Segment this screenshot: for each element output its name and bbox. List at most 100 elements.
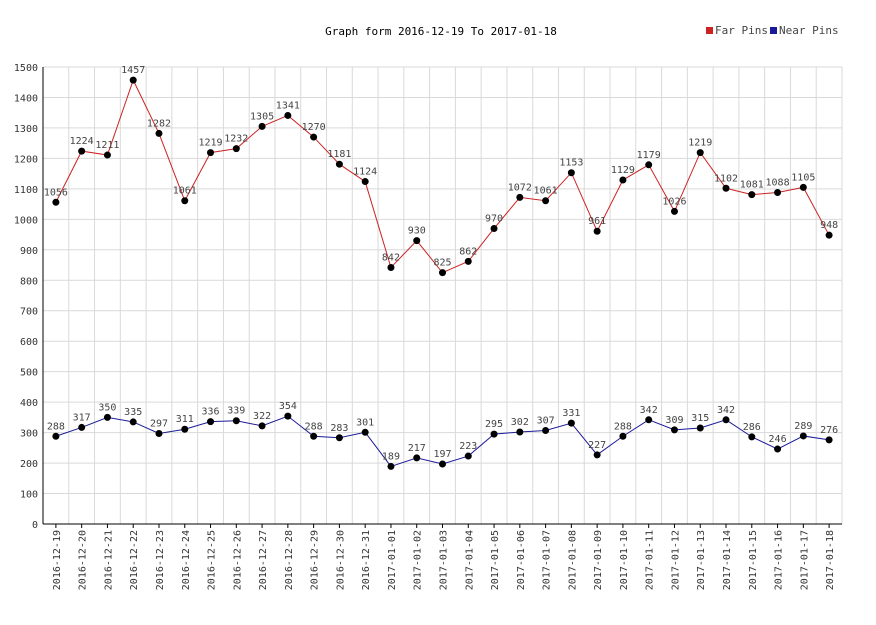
data-label: 311	[176, 414, 194, 425]
data-point	[619, 432, 627, 440]
data-point	[439, 460, 446, 468]
x-tick-label: 2017-01-08	[567, 530, 578, 590]
data-point	[670, 426, 678, 434]
data-label: 842	[382, 252, 400, 263]
data-label: 1026	[662, 196, 686, 207]
data-point	[748, 191, 756, 199]
x-tick-label: 2016-12-20	[78, 530, 89, 590]
data-label: 289	[794, 421, 812, 432]
data-point	[490, 430, 498, 438]
data-label: 1457	[121, 65, 145, 76]
data-point	[490, 224, 498, 232]
y-tick-label: 0	[32, 520, 38, 531]
data-point	[103, 413, 111, 421]
data-label: 331	[562, 408, 580, 419]
x-tick-label: 2017-01-10	[619, 530, 630, 590]
data-label: 336	[202, 407, 220, 418]
y-tick-label: 500	[20, 368, 38, 379]
data-point	[155, 430, 163, 438]
y-tick-label: 1200	[14, 154, 38, 165]
data-label: 223	[459, 441, 477, 452]
x-tick-label: 2017-01-04	[464, 530, 475, 590]
data-label: 825	[433, 258, 451, 269]
data-label: 1219	[688, 138, 712, 149]
data-label: 309	[665, 415, 683, 426]
y-tick-label: 100	[20, 490, 38, 501]
data-label: 342	[640, 405, 658, 416]
data-point	[258, 422, 266, 430]
x-tick-label: 2016-12-23	[155, 530, 166, 590]
data-label: 862	[459, 246, 477, 257]
x-tick-label: 2017-01-06	[516, 530, 527, 590]
data-point	[696, 424, 704, 432]
data-label: 1270	[302, 122, 326, 133]
data-label: 1211	[95, 140, 119, 151]
y-tick-label: 800	[20, 276, 38, 287]
data-label: 948	[820, 220, 838, 231]
x-tick-label: 2017-01-18	[825, 530, 836, 590]
data-point	[542, 197, 550, 205]
data-label: 302	[511, 417, 529, 428]
data-point	[722, 416, 730, 424]
data-point	[284, 412, 292, 420]
data-point	[593, 227, 601, 235]
data-point	[335, 160, 343, 168]
data-point	[52, 198, 60, 206]
data-point	[335, 434, 343, 442]
y-tick-label: 700	[20, 307, 38, 318]
data-label: 1341	[276, 100, 300, 111]
data-label: 1129	[611, 165, 635, 176]
legend-swatch	[706, 27, 713, 34]
data-label: 1072	[508, 182, 532, 193]
data-label: 1124	[353, 167, 377, 178]
y-tick-label: 900	[20, 246, 38, 257]
data-point	[129, 418, 137, 426]
y-tick-label: 1100	[14, 185, 38, 196]
data-point	[78, 147, 86, 155]
data-point	[78, 423, 86, 431]
data-point	[181, 425, 189, 433]
x-tick-label: 2016-12-22	[129, 530, 140, 590]
x-tick-label: 2017-01-11	[645, 530, 656, 590]
data-point	[103, 151, 111, 159]
data-point	[207, 149, 215, 157]
x-tick-label: 2017-01-14	[722, 530, 733, 590]
data-point	[155, 129, 163, 137]
data-point	[516, 193, 524, 201]
data-label: 1179	[637, 150, 661, 161]
data-point	[464, 452, 472, 460]
y-tick-label: 1300	[14, 124, 38, 135]
data-label: 297	[150, 419, 168, 430]
data-label: 1056	[44, 187, 68, 198]
x-tick-label: 2016-12-29	[310, 530, 321, 590]
data-label: 283	[330, 423, 348, 434]
x-tick-label: 2017-01-16	[774, 530, 785, 590]
data-point	[361, 178, 369, 186]
data-point	[439, 269, 446, 277]
data-label: 1105	[791, 172, 815, 183]
x-tick-label: 2017-01-02	[413, 530, 424, 590]
y-tick-label: 1500	[14, 63, 38, 74]
y-tick-label: 400	[20, 398, 38, 409]
chart-title: Graph form 2016-12-19 To 2017-01-18	[325, 25, 557, 38]
data-label: 197	[433, 449, 451, 460]
x-tick-label: 2016-12-19	[52, 530, 63, 590]
data-point	[799, 183, 807, 191]
data-label: 1224	[70, 136, 94, 147]
data-point	[387, 263, 395, 271]
legend-swatch	[770, 27, 777, 34]
data-point	[258, 122, 266, 130]
x-tick-label: 2017-01-13	[696, 530, 707, 590]
x-tick-label: 2017-01-17	[799, 530, 810, 590]
x-tick-label: 2017-01-07	[542, 530, 553, 590]
data-point	[387, 462, 395, 470]
data-point	[593, 451, 601, 459]
x-tick-label: 2016-12-24	[181, 530, 192, 590]
data-point	[825, 231, 833, 239]
data-point	[413, 237, 421, 245]
x-tick-label: 2016-12-27	[258, 530, 269, 590]
data-point	[129, 76, 137, 84]
y-tick-label: 1400	[14, 93, 38, 104]
data-label: 189	[382, 451, 400, 462]
